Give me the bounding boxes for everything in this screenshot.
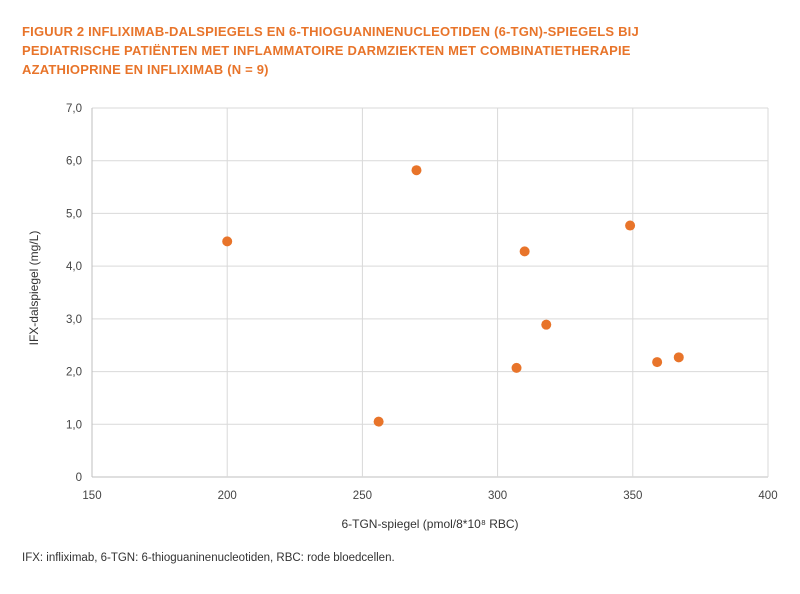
- data-point: [411, 165, 422, 176]
- data-point: [373, 416, 384, 427]
- data-point: [511, 362, 522, 373]
- x-tick-label: 350: [623, 490, 642, 502]
- y-tick-label: 1,0: [66, 419, 82, 431]
- data-points: [222, 165, 684, 427]
- y-axis-label: IFX-dalspiegel (mg/L): [27, 231, 41, 346]
- data-point: [541, 319, 552, 330]
- x-axis-label: 6-TGN-spiegel (pmol/8*10⁸ RBC): [341, 517, 518, 531]
- figure-title: FIGUUR 2 INFLIXIMAB-DALSPIEGELS EN 6-THI…: [22, 22, 762, 79]
- x-axis-ticks: 150 200 250 300 350 400: [82, 490, 777, 502]
- x-tick-label: 400: [758, 490, 777, 502]
- x-tick-label: 300: [488, 490, 507, 502]
- figure-title-line-1: FIGUUR 2 INFLIXIMAB-DALSPIEGELS EN 6-THI…: [22, 24, 639, 39]
- data-point: [652, 357, 663, 368]
- x-tick-label: 150: [82, 490, 101, 502]
- x-tick-label: 250: [353, 490, 372, 502]
- data-point: [673, 352, 684, 363]
- x-tick-label: 200: [218, 490, 237, 502]
- data-point: [519, 246, 530, 257]
- y-tick-label: 2,0: [66, 367, 82, 379]
- chart-gridlines: [91, 107, 769, 478]
- y-tick-label: 0: [76, 472, 82, 484]
- footnote: IFX: infliximab, 6-TGN: 6-thioguaninenuc…: [22, 552, 395, 564]
- y-tick-label: 7,0: [66, 103, 82, 115]
- data-point: [222, 236, 233, 247]
- y-tick-label: 5,0: [66, 208, 82, 220]
- figure-title-line-3: AZATHIOPRINE EN INFLIXIMAB (N = 9): [22, 62, 269, 77]
- y-tick-label: 4,0: [66, 261, 82, 273]
- figure-title-line-2: PEDIATRISCHE PATIËNTEN MET INFLAMMATOIRE…: [22, 43, 631, 58]
- data-point: [625, 220, 636, 231]
- y-tick-label: 3,0: [66, 314, 82, 326]
- y-axis-ticks: 0 1,0 2,0 3,0 4,0 5,0 6,0 7,0: [66, 103, 82, 484]
- y-tick-label: 6,0: [66, 156, 82, 168]
